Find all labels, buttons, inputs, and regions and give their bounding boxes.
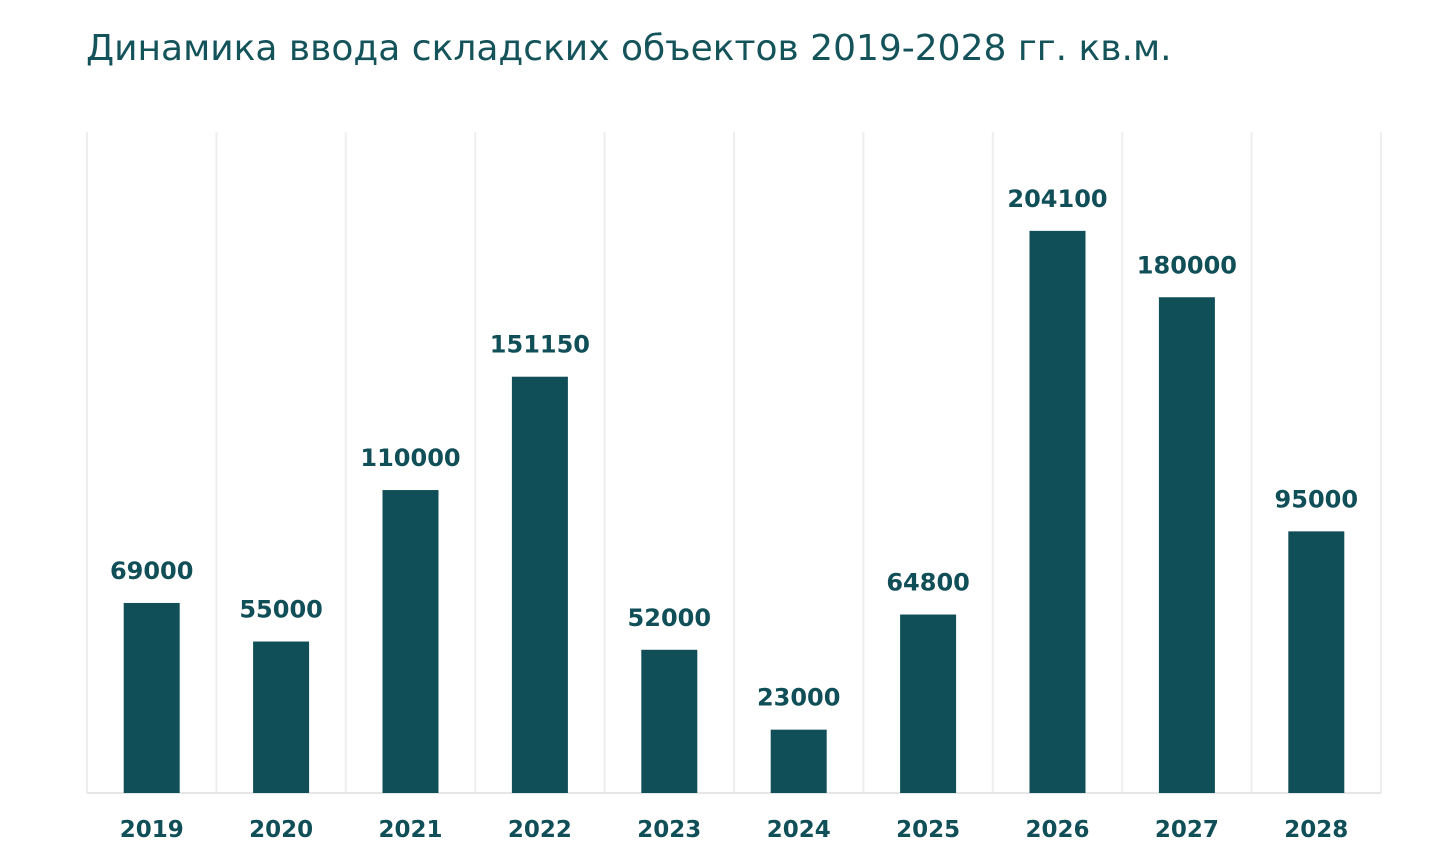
x-tick-label-2026: 2026 <box>1025 817 1089 843</box>
value-label-2027: 180000 <box>1137 251 1237 279</box>
value-label-2021: 110000 <box>360 444 460 472</box>
bar-2027 <box>1158 297 1215 793</box>
x-tick-label-2022: 2022 <box>508 817 572 843</box>
x-axis-ticks: 2019 2020 2021 2022 2023 2024 2025 2026 2027 2028 <box>120 817 1349 843</box>
x-tick-label-2023: 2023 <box>637 817 701 843</box>
x-tick-label-2028: 2028 <box>1284 817 1348 843</box>
bar-2023 <box>641 649 698 793</box>
x-tick-label-2020: 2020 <box>249 817 313 843</box>
bars <box>123 230 1345 794</box>
bar-2020 <box>253 641 310 793</box>
bar-2028 <box>1288 531 1345 793</box>
bar-2022 <box>511 376 568 793</box>
value-label-2028: 95000 <box>1275 485 1359 513</box>
x-tick-label-2027: 2027 <box>1155 817 1219 843</box>
bar-2026 <box>1029 230 1086 794</box>
x-tick-label-2025: 2025 <box>896 817 960 843</box>
value-label-2026: 204100 <box>1007 185 1107 213</box>
bar-2019 <box>123 602 180 793</box>
value-label-2025: 64800 <box>886 569 970 597</box>
chart-title: Динамика ввода складских объектов 2019-2… <box>86 28 1172 69</box>
x-tick-label-2021: 2021 <box>378 817 442 843</box>
x-tick-label-2024: 2024 <box>767 817 831 843</box>
bar-2024 <box>770 729 827 793</box>
grid-lines <box>86 132 1382 794</box>
bar-2021 <box>382 490 439 793</box>
value-labels: 69000 55000 110000 151150 52000 23000 64800 204… <box>110 185 1358 712</box>
value-label-2024: 23000 <box>757 684 841 712</box>
value-label-2020: 55000 <box>239 596 323 624</box>
x-tick-label-2019: 2019 <box>120 817 184 843</box>
value-label-2023: 52000 <box>628 604 712 632</box>
bar-2025 <box>900 614 957 793</box>
value-label-2019: 69000 <box>110 557 194 585</box>
value-label-2022: 151150 <box>490 331 590 359</box>
